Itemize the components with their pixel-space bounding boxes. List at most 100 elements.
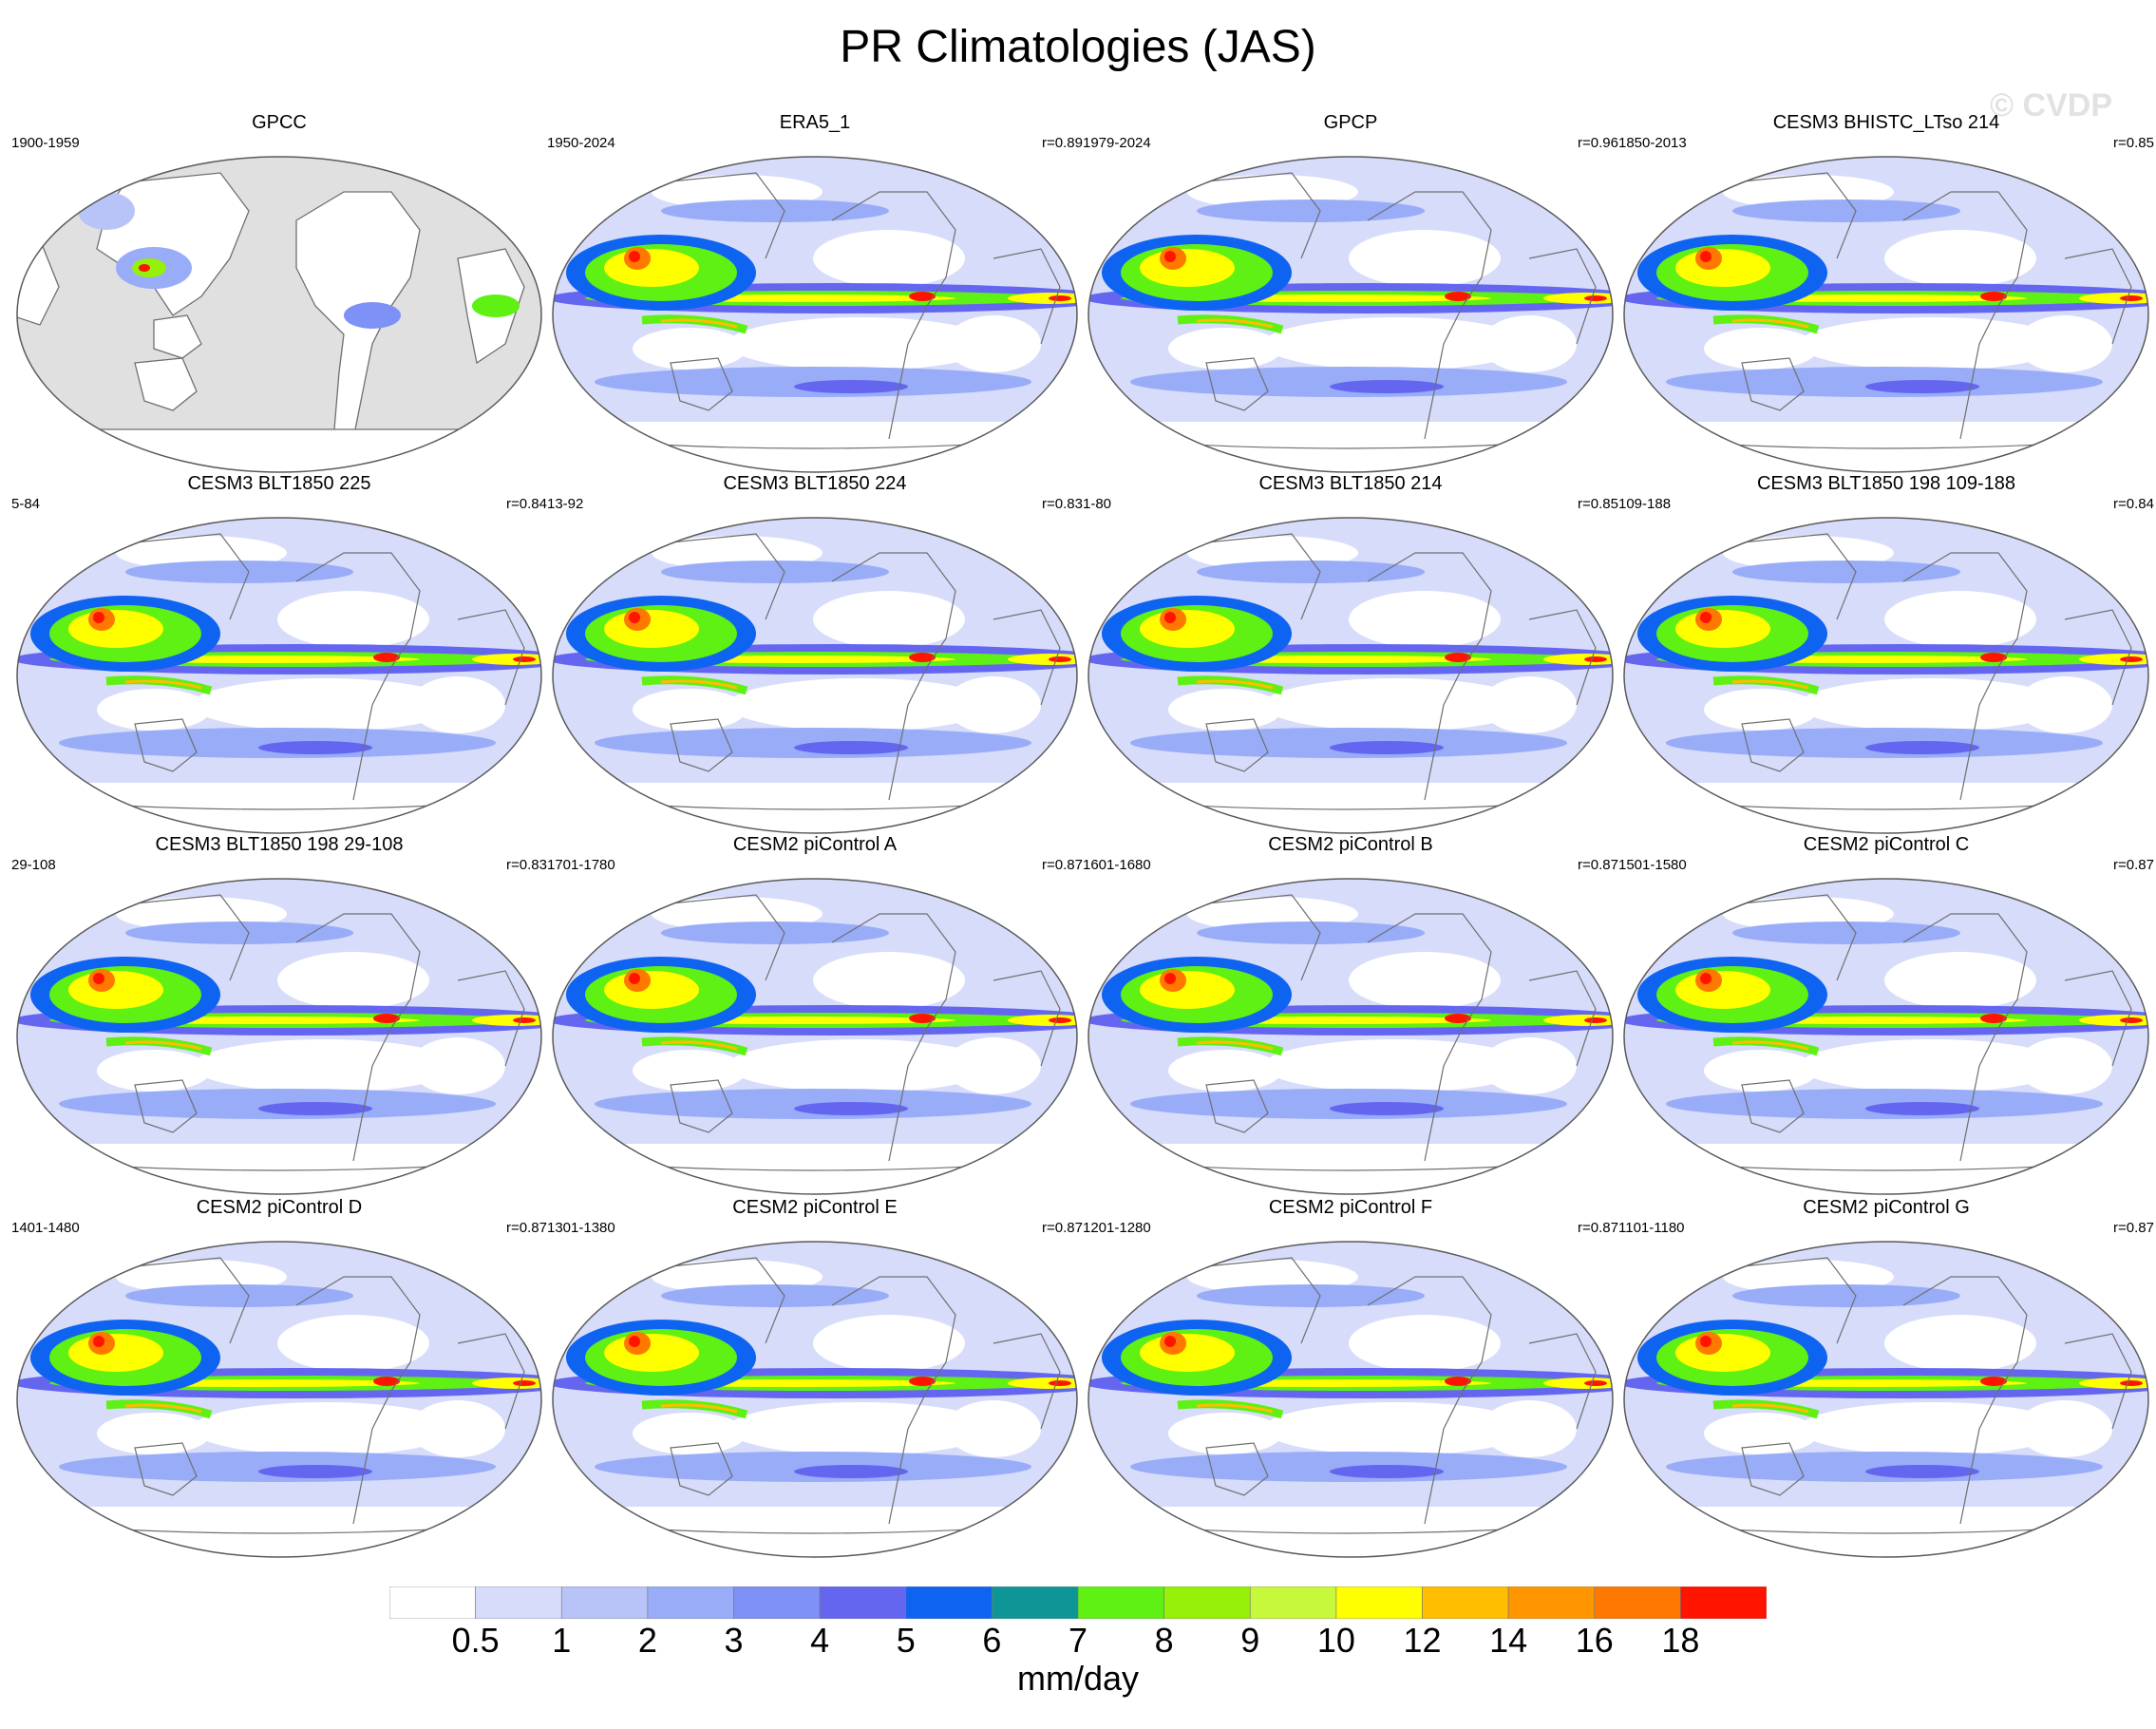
colorbar-box — [819, 1586, 907, 1619]
panel-years: 1-80 — [1083, 496, 1112, 512]
colorbar-tick-label: 18 — [1661, 1621, 1700, 1660]
figure-title: PR Climatologies (JAS) — [840, 22, 1316, 72]
panel-correlation: r=0.96 — [1578, 135, 1618, 151]
panel-title: CESM3 BHISTC_LTso 214 — [1772, 112, 2000, 133]
map-panel: CESM2 piControl C 1501-1580 r=0.87 — [1618, 834, 2154, 1195]
panel-correlation: r=0.87 — [1578, 857, 1618, 873]
colorbar-tick-label: 10 — [1316, 1621, 1355, 1660]
precip-map — [1087, 156, 1614, 473]
panel-years: 29-108 — [11, 857, 56, 873]
panel-correlation: r=0.87 — [1042, 857, 1083, 873]
map-panel: CESM3 BHISTC_LTso 214 1850-2013 r=0.85 — [1618, 112, 2154, 473]
panel-title: CESM3 BLT1850 198 109-188 — [1756, 473, 2016, 494]
panel-correlation: r=0.87 — [2113, 857, 2154, 873]
precip-map — [1623, 156, 2149, 473]
panel-title: CESM3 BLT1850 225 — [187, 473, 371, 494]
panel-correlation: r=0.87 — [1042, 1220, 1083, 1236]
colorbar-tick-label: 9 — [1240, 1621, 1260, 1660]
panel-years: 1601-1680 — [1083, 857, 1151, 873]
colorbar-tick-label: 16 — [1575, 1621, 1614, 1660]
colorbar-box — [1507, 1586, 1596, 1619]
precip-map — [1623, 878, 2149, 1195]
colorbar-box — [1249, 1586, 1337, 1619]
precip-map — [16, 156, 542, 473]
map-panel: CESM3 BLT1850 225 5-84 r=0.84 — [11, 473, 547, 834]
panel-years: 1401-1480 — [11, 1220, 80, 1236]
colorbar-box — [1680, 1586, 1767, 1619]
panel-years: 1101-1180 — [1618, 1220, 1685, 1236]
map-panel: CESM3 BLT1850 224 13-92 r=0.83 — [547, 473, 1083, 834]
watermark: © CVDP — [1990, 87, 2112, 124]
panel-years: 1501-1580 — [1618, 857, 1687, 873]
panel-title: CESM2 piControl C — [1803, 834, 1970, 855]
colorbar-tick-label: 0.5 — [451, 1621, 500, 1660]
precip-map — [1087, 878, 1614, 1195]
map-panel: CESM2 piControl E 1301-1380 r=0.87 — [547, 1197, 1083, 1558]
panel-years: 1950-2024 — [547, 135, 615, 151]
map-panel: GPCP 1979-2024 r=0.96 — [1083, 112, 1618, 473]
colorbar-box — [647, 1586, 734, 1619]
panel-correlation: r=0.83 — [506, 857, 547, 873]
panel-title: CESM2 piControl G — [1803, 1197, 1970, 1218]
colorbar-box — [905, 1586, 993, 1619]
panel-correlation: r=0.83 — [1042, 496, 1083, 512]
map-panel: CESM2 piControl D 1401-1480 r=0.87 — [11, 1197, 547, 1558]
map-panel: GPCC 1900-1959 — [11, 112, 547, 473]
colorbar-tick-label: 6 — [982, 1621, 1002, 1660]
precip-map — [1087, 1241, 1614, 1558]
colorbar-tick-label: 3 — [724, 1621, 744, 1660]
colorbar-tick-label: 14 — [1489, 1621, 1528, 1660]
panel-correlation: r=0.84 — [2113, 496, 2154, 512]
colorbar-box — [992, 1586, 1079, 1619]
panel-title: CESM2 piControl D — [196, 1197, 363, 1218]
colorbar-box — [1077, 1586, 1164, 1619]
precip-map — [16, 878, 542, 1195]
map-panel: CESM2 piControl A 1701-1780 r=0.87 — [547, 834, 1083, 1195]
panel-title: CESM2 piControl B — [1268, 834, 1433, 855]
colorbar — [389, 1586, 1767, 1619]
panel-years: 5-84 — [11, 496, 41, 512]
precip-map — [16, 517, 542, 834]
map-panel: CESM3 BLT1850 198 109-188 109-188 r=0.84 — [1618, 473, 2154, 834]
precip-map — [1087, 517, 1614, 834]
panel-correlation: r=0.89 — [1042, 135, 1083, 151]
panel-correlation: r=0.87 — [506, 1220, 547, 1236]
panel-years: 1301-1380 — [547, 1220, 615, 1236]
map-panel: ERA5_1 1950-2024 r=0.89 — [547, 112, 1083, 473]
panel-years: 1701-1780 — [547, 857, 615, 873]
precip-map — [552, 517, 1078, 834]
precip-map — [1623, 517, 2149, 834]
map-panel: CESM2 piControl F 1201-1280 r=0.87 — [1083, 1197, 1618, 1558]
panel-title: CESM3 BLT1850 214 — [1258, 473, 1443, 494]
colorbar-tick-label: 7 — [1068, 1621, 1088, 1660]
panel-title: ERA5_1 — [779, 112, 851, 133]
colorbar-box — [1335, 1586, 1423, 1619]
precip-map — [1623, 1241, 2149, 1558]
panel-years: 13-92 — [547, 496, 584, 512]
panel-title: GPCP — [1323, 112, 1378, 133]
panel-years: 1201-1280 — [1083, 1220, 1151, 1236]
panel-title: CESM3 BLT1850 198 29-108 — [155, 834, 404, 855]
colorbar-box — [560, 1586, 649, 1619]
precip-map — [552, 156, 1078, 473]
panel-title: CESM2 piControl F — [1268, 1197, 1433, 1218]
panel-grid: GPCC 1900-1959 ERA5_1 1950-2024 r=0.89 GPCP 19… — [11, 112, 2154, 1558]
colorbar-box — [1163, 1586, 1251, 1619]
precip-map — [16, 1241, 542, 1558]
panel-correlation: r=0.85 — [2113, 135, 2154, 151]
panel-title: CESM2 piControl A — [732, 834, 898, 855]
panel-years: 1900-1959 — [11, 135, 80, 151]
map-panel: CESM2 piControl B 1601-1680 r=0.87 — [1083, 834, 1618, 1195]
panel-title: CESM2 piControl E — [732, 1197, 898, 1218]
colorbar-box — [389, 1586, 476, 1619]
panel-title: GPCC — [252, 112, 307, 133]
colorbar-tick-label: 2 — [637, 1621, 657, 1660]
colorbar-units: mm/day — [1016, 1659, 1140, 1698]
panel-years: 1850-2013 — [1618, 135, 1687, 151]
panel-years: 109-188 — [1618, 496, 1672, 512]
colorbar-box — [1422, 1586, 1509, 1619]
colorbar-tick-label: 1 — [552, 1621, 572, 1660]
colorbar-tick-label: 5 — [896, 1621, 916, 1660]
colorbar-tick-label: 8 — [1154, 1621, 1174, 1660]
panel-title: CESM3 BLT1850 224 — [723, 473, 907, 494]
